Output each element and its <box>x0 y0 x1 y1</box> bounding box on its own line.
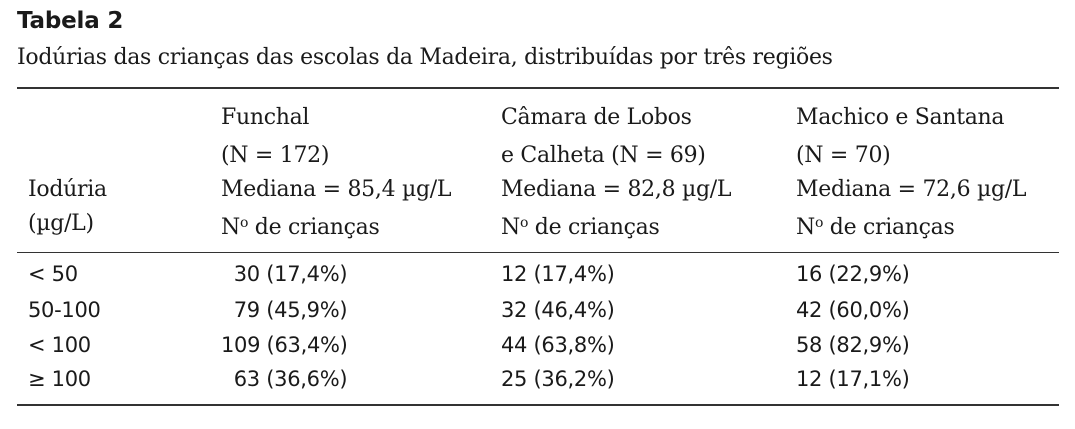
row-machico-value: 58 (82,9%) <box>796 333 910 357</box>
header-funchal-name: Funchal <box>221 105 310 130</box>
row-range: 50-100 <box>28 298 101 322</box>
top-rule <box>17 87 1059 89</box>
header-funchal-n: (N = 172) <box>221 143 330 168</box>
row-camara-value: 44 (63,8%) <box>501 333 615 357</box>
row-funchal-value: 30 (17,4%) <box>221 262 348 286</box>
row-funchal-value: 109 (63,4%) <box>221 333 348 357</box>
row-range: < 100 <box>28 333 91 357</box>
row-funchal-value: 79 (45,9%) <box>221 298 348 322</box>
header-unit-label: (µg/L) <box>28 211 94 236</box>
row-machico-value: 42 (60,0%) <box>796 298 910 322</box>
header-machico-count-label: No de crianças <box>796 215 955 240</box>
header-funchal-count-label: No de crianças <box>221 215 380 240</box>
table-title: Tabela 2 <box>17 8 124 34</box>
row-funchal-value: 63 (36,6%) <box>221 367 348 391</box>
table-subtitle: Iodúrias das crianças das escolas da Mad… <box>17 45 833 70</box>
row-camara-value: 25 (36,2%) <box>501 367 615 391</box>
header-machico-n: (N = 70) <box>796 143 891 168</box>
header-machico-median: Mediana = 72,6 µg/L <box>796 177 1027 202</box>
header-rule <box>17 252 1059 253</box>
header-camara-median: Mediana = 82,8 µg/L <box>501 177 732 202</box>
bottom-rule <box>17 404 1059 406</box>
row-range: < 50 <box>28 262 78 286</box>
row-range: ≥ 100 <box>28 367 91 391</box>
header-camara-n: e Calheta (N = 69) <box>501 143 706 168</box>
row-machico-value: 16 (22,9%) <box>796 262 910 286</box>
header-iodúria-label: Iodúria <box>28 177 107 202</box>
header-camara-count-label: No de crianças <box>501 215 660 240</box>
header-machico-name: Machico e Santana <box>796 105 1005 130</box>
row-machico-value: 12 (17,1%) <box>796 367 910 391</box>
header-camara-name: Câmara de Lobos <box>501 105 692 130</box>
header-funchal-median: Mediana = 85,4 µg/L <box>221 177 452 202</box>
row-camara-value: 12 (17,4%) <box>501 262 615 286</box>
row-camara-value: 32 (46,4%) <box>501 298 615 322</box>
